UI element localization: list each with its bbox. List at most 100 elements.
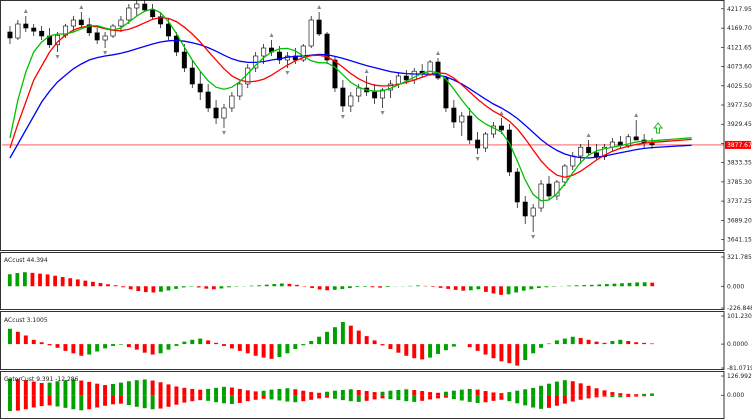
- buy-signal-arrow: [653, 122, 663, 134]
- candle-body: [356, 87, 362, 97]
- fractal-down-marker: [475, 157, 480, 161]
- candle-body: [522, 201, 528, 217]
- candle-body: [594, 152, 600, 158]
- candle-body: [300, 45, 306, 61]
- current-price-badge: [725, 140, 751, 149]
- candle-body: [514, 171, 520, 203]
- fractal-up-marker: [364, 69, 369, 73]
- fractal-down-marker: [221, 131, 226, 135]
- candle-body: [483, 133, 489, 149]
- candle-body: [189, 67, 195, 85]
- candle-body: [554, 181, 560, 197]
- price-axis-label: 3785.30: [727, 179, 752, 186]
- candle-body: [380, 89, 386, 99]
- candle-body: [158, 16, 164, 25]
- fractal-down-marker: [285, 71, 290, 75]
- candle-body: [491, 125, 496, 135]
- candle-body: [633, 136, 639, 141]
- candle-body: [498, 125, 504, 131]
- gator-oscillator-pane: 126.992 0.000: [7, 373, 752, 411]
- fractal-up-marker: [499, 111, 504, 115]
- fractal-down-marker: [380, 111, 385, 115]
- candle-body: [166, 23, 171, 37]
- candle-body: [562, 165, 568, 183]
- candle-body: [443, 77, 449, 109]
- osc-axis-label: 321.785: [727, 254, 752, 261]
- osc-axis-label: 126.992: [727, 373, 752, 380]
- candle-body: [102, 35, 108, 41]
- pane-border-3: [0, 371, 725, 419]
- candle-body: [530, 207, 536, 217]
- ac-oscillator-pane-2: 101.2306 0.0000 -81.0719: [7, 313, 752, 372]
- gator-pane-label: GatorCust 9.391 -12.286: [4, 376, 79, 383]
- price-axis-label: 4217.95: [727, 6, 752, 13]
- osc-axis-label: 101.2306: [727, 313, 752, 320]
- candle-body: [23, 23, 29, 29]
- candle-body: [276, 51, 282, 61]
- candle-body: [213, 107, 219, 119]
- fractal-up-marker: [586, 133, 591, 137]
- price-axis-label: 3737.25: [727, 198, 752, 205]
- ac-oscillator-pane-1: 321.785 0.000 -226.848: [7, 254, 752, 312]
- fractal-up-marker: [436, 51, 441, 55]
- fractal-down-marker: [531, 235, 536, 239]
- candle-body: [348, 95, 354, 107]
- candle-body: [435, 61, 441, 79]
- candle-body: [261, 47, 267, 57]
- ac-pane-2-label: ACcust 3.1005: [4, 317, 48, 324]
- candle-body: [229, 95, 235, 109]
- candle-body: [205, 91, 211, 109]
- alligator-line-0: [9, 39, 692, 159]
- candle-body: [395, 75, 401, 85]
- candle-body: [78, 19, 84, 26]
- fractal-down-marker: [103, 51, 108, 55]
- candle-body: [94, 32, 100, 41]
- pane-border-1: [0, 252, 725, 310]
- price-axis-label: 3977.50: [727, 102, 752, 109]
- fractal-up-marker: [79, 5, 84, 9]
- candle-body: [372, 91, 378, 99]
- candle-body: [625, 136, 631, 146]
- candle-body: [475, 139, 481, 149]
- fractal-up-marker: [634, 113, 639, 117]
- pane-border-2: [0, 311, 725, 370]
- candle-body: [70, 19, 76, 27]
- candle-body: [142, 3, 148, 11]
- candle-body: [316, 19, 322, 35]
- fractal-up-marker: [269, 33, 274, 37]
- candle-body: [308, 19, 314, 47]
- fractal-up-marker: [317, 5, 322, 9]
- candle-body: [7, 31, 13, 39]
- candle-body: [86, 24, 92, 34]
- price-pane: 4217.95 4169.70 4121.65 4073.60 4025.50 3977.…: [2, 0, 752, 244]
- alligator-line-2: [9, 8, 692, 202]
- candle-body: [578, 146, 584, 157]
- osc-axis-label: 0.000: [727, 283, 744, 290]
- osc-axis-label: 0.000: [727, 392, 744, 399]
- fractal-down-marker: [340, 115, 345, 119]
- price-axis-label: 3641.15: [727, 237, 752, 244]
- osc-axis-label: -226.848: [727, 305, 752, 312]
- candle-body: [237, 83, 243, 97]
- candle-body: [459, 115, 465, 123]
- candle-body: [150, 9, 156, 18]
- ac-pane-1-label: ACcust 44.394: [4, 257, 48, 264]
- price-axis-label: 4169.70: [727, 25, 752, 32]
- candle-body: [221, 107, 227, 119]
- price-axis-label: 4073.60: [727, 64, 752, 71]
- fractal-down-marker: [55, 55, 60, 59]
- candle-body: [324, 33, 330, 61]
- osc-axis-label: -81.0719: [727, 365, 752, 372]
- candle-body: [538, 183, 544, 209]
- candle-body: [546, 183, 552, 197]
- price-axis-label: 4121.65: [727, 44, 752, 51]
- candle-body: [173, 35, 179, 53]
- candle-body: [126, 7, 132, 21]
- candle-body: [649, 142, 655, 146]
- candle-body: [15, 23, 21, 39]
- current-price-label: 3877.67: [727, 142, 752, 149]
- candle-body: [570, 155, 576, 167]
- candle-body: [134, 3, 140, 9]
- candle-body: [197, 83, 203, 93]
